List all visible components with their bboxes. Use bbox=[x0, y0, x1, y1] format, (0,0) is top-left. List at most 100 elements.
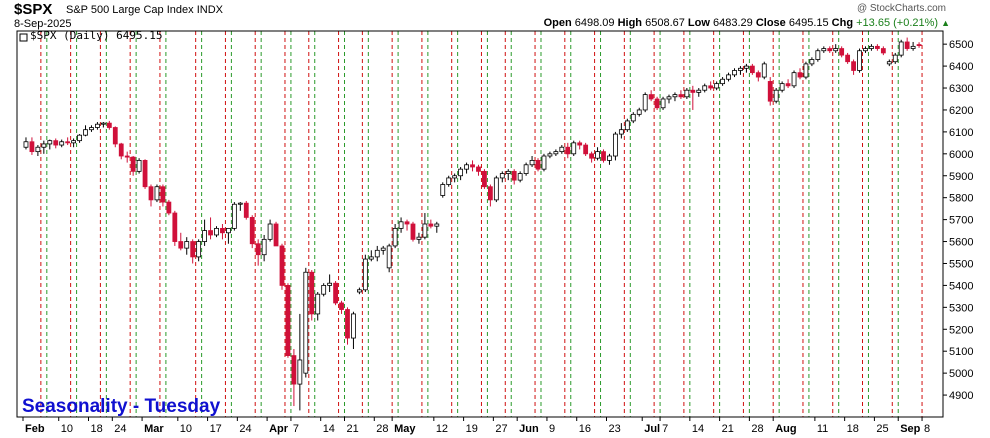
candle bbox=[535, 158, 541, 172]
candle bbox=[428, 219, 434, 229]
candle-body bbox=[214, 227, 219, 236]
candle bbox=[249, 215, 255, 249]
candle bbox=[178, 232, 184, 251]
candle bbox=[309, 270, 315, 321]
candle-body bbox=[636, 109, 642, 115]
candle-body bbox=[315, 293, 321, 315]
candle bbox=[499, 171, 505, 183]
candle bbox=[154, 184, 160, 203]
candle bbox=[595, 147, 600, 161]
candle-body bbox=[791, 72, 797, 87]
candle-body bbox=[446, 177, 452, 185]
candle-body bbox=[220, 227, 225, 234]
x-tick-label: 24 bbox=[239, 423, 251, 435]
candle-body bbox=[428, 223, 434, 227]
candle bbox=[785, 79, 791, 89]
candle-body bbox=[231, 203, 237, 229]
y-tick-label: 5300 bbox=[949, 302, 973, 314]
chg-value: +13.65 (+0.21%) bbox=[856, 17, 939, 29]
candle bbox=[47, 139, 53, 150]
candle-body bbox=[166, 201, 172, 214]
ohlc-readout: Open 6498.09 High 6508.67 Low 6483.29 Cl… bbox=[544, 17, 950, 29]
y-tick-label: 5100 bbox=[949, 346, 973, 358]
candle-body bbox=[410, 223, 416, 240]
candle bbox=[684, 88, 690, 99]
candle bbox=[196, 239, 202, 262]
x-tick-label: 7 bbox=[662, 423, 668, 435]
candles bbox=[23, 37, 922, 411]
candle-body bbox=[196, 241, 202, 258]
x-tick-label: 12 bbox=[436, 423, 448, 435]
candle bbox=[636, 107, 642, 117]
candle bbox=[589, 151, 595, 163]
x-tick-label: 25 bbox=[876, 423, 888, 435]
candle-body bbox=[351, 313, 356, 339]
x-tick-label: 7 bbox=[293, 423, 299, 435]
x-tick-label: 19 bbox=[466, 423, 478, 435]
candle bbox=[124, 151, 130, 163]
candle-body bbox=[136, 159, 142, 172]
x-tick-label: May bbox=[394, 423, 416, 435]
candle bbox=[386, 243, 392, 273]
y-tick-label: 6400 bbox=[949, 61, 973, 73]
candle bbox=[351, 311, 356, 350]
close-value: 6495.15 bbox=[788, 17, 829, 29]
candle bbox=[339, 300, 344, 314]
candle-body bbox=[327, 282, 333, 286]
candle-body bbox=[273, 223, 279, 247]
candle-body bbox=[541, 155, 547, 170]
high-value: 6508.67 bbox=[645, 17, 685, 29]
candle bbox=[410, 221, 416, 242]
candle-body bbox=[404, 221, 410, 225]
candle-body bbox=[642, 94, 648, 111]
y-tick-label: 4900 bbox=[949, 390, 973, 402]
candle-body bbox=[226, 227, 231, 234]
candle-body bbox=[297, 359, 303, 385]
candle-body bbox=[398, 221, 404, 229]
candle-body bbox=[482, 170, 487, 188]
candle-body bbox=[601, 151, 606, 161]
x-tick-label: 8 bbox=[924, 423, 930, 435]
candle-body bbox=[898, 41, 904, 56]
candle-body bbox=[249, 217, 255, 245]
plot-frame bbox=[16, 30, 944, 418]
candle-body bbox=[595, 151, 600, 159]
candle-body bbox=[892, 54, 898, 63]
candle bbox=[690, 85, 696, 110]
candle bbox=[869, 44, 874, 51]
candle bbox=[321, 283, 327, 297]
candle bbox=[630, 112, 636, 124]
candle bbox=[708, 81, 714, 91]
candle-body bbox=[29, 141, 35, 153]
x-tick-label: 21 bbox=[347, 423, 359, 435]
candle bbox=[23, 137, 29, 150]
candle-body bbox=[89, 127, 94, 131]
candle bbox=[523, 162, 529, 176]
candle bbox=[845, 52, 851, 64]
candle bbox=[172, 210, 178, 246]
candle-body bbox=[267, 223, 273, 240]
candle bbox=[815, 48, 821, 62]
candle bbox=[583, 142, 589, 157]
candle bbox=[726, 72, 731, 82]
candle bbox=[571, 140, 577, 157]
candle bbox=[607, 153, 612, 165]
candle bbox=[100, 122, 106, 128]
candle bbox=[613, 131, 618, 161]
x-tick-label: 17 bbox=[210, 423, 222, 435]
candle-body bbox=[178, 241, 184, 249]
candle-body bbox=[440, 184, 446, 196]
candle-body bbox=[630, 113, 636, 122]
candle-body bbox=[255, 243, 261, 256]
y-axis: 4900 5000 5100 5200 5300 5400 5500 5600 5700 5800… bbox=[943, 39, 973, 402]
candle-body bbox=[154, 186, 160, 201]
candle-body bbox=[368, 256, 374, 260]
candle-body bbox=[321, 285, 327, 295]
candle-body bbox=[77, 134, 82, 142]
candle bbox=[65, 137, 71, 146]
x-tick-label: 24 bbox=[114, 423, 126, 435]
candle bbox=[541, 153, 547, 172]
candle-body bbox=[41, 143, 47, 148]
candle bbox=[863, 46, 868, 53]
x-tick-label: 21 bbox=[722, 423, 734, 435]
